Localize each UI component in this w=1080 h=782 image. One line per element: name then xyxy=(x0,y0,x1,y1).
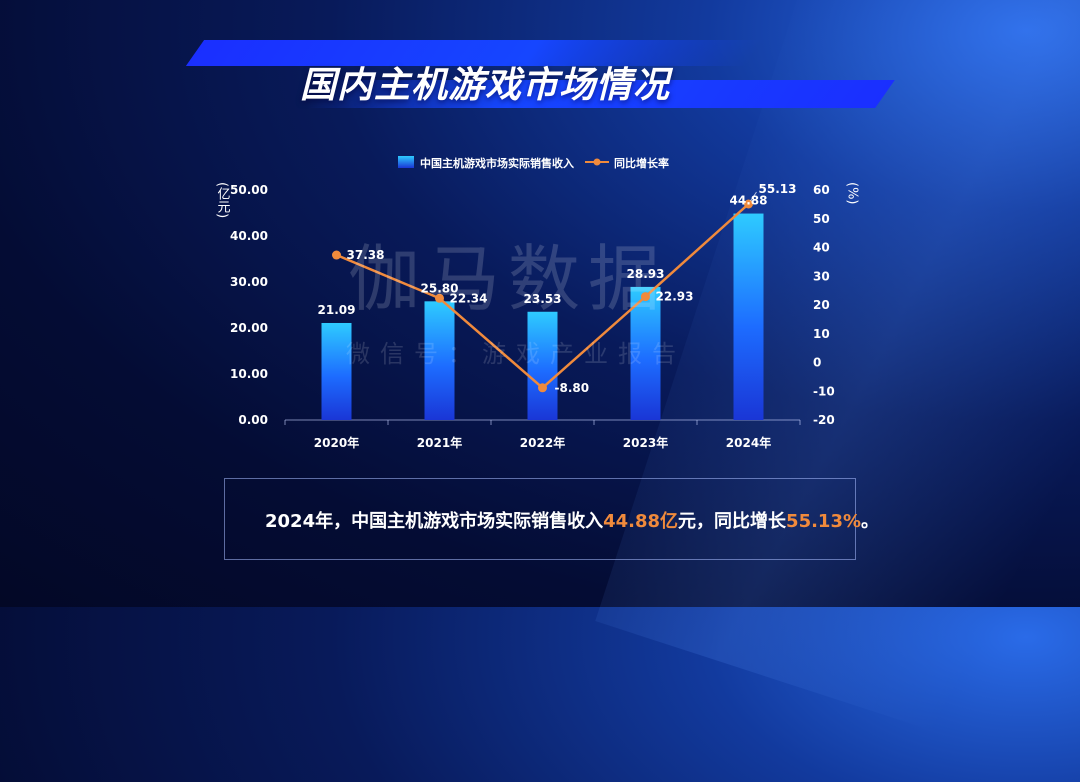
combo-chart: 中国主机游戏市场实际销售收入 同比增长率 2020年 2021年 2022年 2023年… xyxy=(215,156,860,450)
y-right-axis-label: (%) xyxy=(845,182,860,205)
y-left-tick-label: 50.00 xyxy=(230,183,268,197)
legend-line-label: 同比增长率 xyxy=(614,156,669,170)
bar-value-label: 28.93 xyxy=(627,267,665,281)
summary-prefix: 2024年，中国主机游戏市场实际销售收入 xyxy=(265,511,604,532)
bar-value-label: 25.80 xyxy=(421,281,459,295)
x-tick-label: 2024年 xyxy=(726,435,771,450)
y-left-tick-label: 40.00 xyxy=(230,229,268,243)
summary-text: 2024年，中国主机游戏市场实际销售收入44.88亿元，同比增长55.13%。 xyxy=(265,507,879,533)
y-left-tick-label: 20.00 xyxy=(230,321,268,335)
y-right-tick-label: 30 xyxy=(813,269,830,283)
x-tick-label: 2022年 xyxy=(520,435,565,450)
summary-box xyxy=(224,478,856,560)
bar-series xyxy=(321,213,764,420)
summary-revenue: 44.88亿 xyxy=(603,511,679,532)
watermark-sub: 微信号：游戏产业报告 xyxy=(346,340,686,368)
growth-rate-point xyxy=(538,383,547,393)
x-tick-label: 2020年 xyxy=(314,435,359,450)
growth-rate-point xyxy=(744,199,753,209)
growth-rate-point xyxy=(332,250,341,260)
legend-line-marker xyxy=(593,158,601,166)
growth-value-label: 22.93 xyxy=(656,290,694,304)
page-title: 国内主机游戏市场情况 xyxy=(300,65,671,106)
x-tick-label: 2021年 xyxy=(417,435,462,450)
y-right-tick-label: 10 xyxy=(813,327,830,341)
legend-bar-label: 中国主机游戏市场实际销售收入 xyxy=(420,156,574,170)
chart-legend: 中国主机游戏市场实际销售收入 同比增长率 xyxy=(398,156,669,170)
growth-rate-point xyxy=(641,292,650,302)
bar-2024年 xyxy=(733,213,764,420)
y-left-tick-label: 30.00 xyxy=(230,275,268,289)
bar-2023年 xyxy=(630,286,661,420)
growth-value-label: 55.13 xyxy=(759,182,797,196)
y-right-tick-label: -10 xyxy=(813,384,835,398)
bar-value-label: 23.53 xyxy=(524,292,562,306)
y-left-axis-label: (亿元) xyxy=(215,182,231,218)
data-labels: 21.09 25.80 23.53 28.93 44.88 37.38 22.34 -8.80… xyxy=(318,182,797,395)
summary-suffix: 。 xyxy=(861,511,880,532)
x-tick-label: 2023年 xyxy=(623,435,668,450)
y-right-tick-label: 20 xyxy=(813,298,830,312)
bar-2020年 xyxy=(321,322,352,420)
y-right-tick-label: 0 xyxy=(813,356,821,370)
bar-2021年 xyxy=(424,301,455,420)
y-right-tick-label: -20 xyxy=(813,413,835,427)
bar-2022年 xyxy=(527,311,558,420)
growth-label-leader xyxy=(750,191,757,202)
growth-rate-point xyxy=(435,293,444,303)
bar-value-label: 21.09 xyxy=(318,303,356,317)
line-series xyxy=(332,199,753,393)
growth-value-label: -8.80 xyxy=(555,381,590,395)
bar-value-label: 44.88 xyxy=(730,194,768,208)
legend-bar-swatch xyxy=(398,156,414,168)
y-right-tick-label: 50 xyxy=(813,212,830,226)
summary-growth: 55.13% xyxy=(786,511,862,532)
growth-value-label: 22.34 xyxy=(450,291,488,305)
y-left-tick-label: 10.00 xyxy=(230,367,268,381)
y-right-tick-label: 60 xyxy=(813,183,830,197)
growth-value-label: 37.38 xyxy=(347,248,385,262)
watermark-main: 伽马数据 xyxy=(348,237,669,321)
y-left-tick-label: 0.00 xyxy=(238,413,268,427)
y-right-tick-label: 40 xyxy=(813,241,830,255)
summary-middle: 元，同比增长 xyxy=(678,511,787,532)
